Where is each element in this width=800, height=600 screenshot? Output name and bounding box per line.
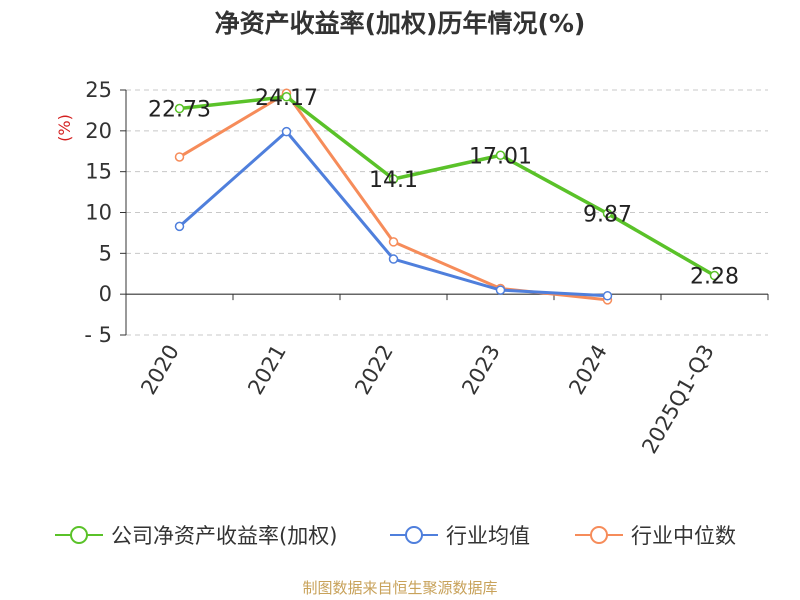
data-label: 14.1 [369, 168, 418, 193]
x-tick-label: 2025Q1-Q3 [637, 341, 719, 458]
legend-label-company: 公司净资产收益率(加权) [111, 524, 338, 548]
data-labels: 22.73 24.17 14.1 17.01 9.87 2.28 [148, 86, 739, 290]
axes: - 5 0 5 10 15 20 25 2020 2021 2022 2023 2024 2025Q1-… [55, 78, 769, 458]
x-tick-label: 2023 [457, 341, 505, 399]
y-tick-label: 20 [85, 119, 112, 143]
y-tick-label: 5 [99, 241, 112, 265]
data-point [602, 208, 613, 219]
y-tick-label: 15 [85, 160, 112, 184]
y-tick-label: - 5 [84, 323, 112, 347]
data-point [388, 237, 399, 247]
series-line-2 [178, 91, 608, 302]
y-tick-label: 10 [85, 201, 112, 225]
legend-label-industry-median: 行业中位数 [631, 524, 736, 548]
legend-marker-company-icon [55, 526, 103, 544]
data-point [281, 126, 292, 137]
y-tick-label: 25 [85, 78, 112, 102]
source-note: 制图数据来自恒生聚源数据库 [302, 579, 498, 597]
y-axis-title: (%) [55, 114, 74, 142]
data-point [281, 92, 292, 102]
x-tick-label: 2024 [564, 341, 612, 399]
data-label: 2.28 [690, 265, 739, 290]
legend-marker-industry-median-icon [575, 526, 623, 544]
x-tick-label: 2022 [350, 341, 398, 399]
data-point [174, 152, 185, 162]
data-point [174, 221, 185, 232]
data-label: 17.01 [469, 144, 532, 169]
data-point [709, 270, 720, 281]
data-point [495, 285, 506, 295]
data-label: 24.17 [255, 86, 318, 111]
legend-item-industry-mean[interactable]: 行业均值 [390, 520, 530, 550]
series-line-0 [179, 95, 716, 278]
legend-marker-industry-mean-icon [390, 526, 438, 544]
grid-lines [126, 89, 768, 336]
data-point [495, 150, 506, 161]
legend-item-industry-median[interactable]: 行业中位数 [575, 520, 736, 550]
chart-title: 净资产收益率(加权)历年情况(%) [214, 9, 586, 38]
data-point [388, 254, 399, 264]
data-label: 9.87 [583, 203, 632, 228]
x-tick-label: 2020 [136, 341, 184, 399]
series-line-1 [178, 130, 608, 298]
x-tick-label: 2021 [243, 341, 291, 399]
y-tick-label: 0 [99, 282, 112, 306]
legend-label-industry-mean: 行业均值 [446, 524, 530, 548]
series-lines [174, 88, 720, 305]
data-point [602, 291, 613, 301]
data-point [388, 174, 399, 184]
data-point [174, 103, 185, 114]
data-label: 22.73 [148, 98, 211, 123]
legend-item-company[interactable]: 公司净资产收益率(加权) [55, 520, 337, 550]
